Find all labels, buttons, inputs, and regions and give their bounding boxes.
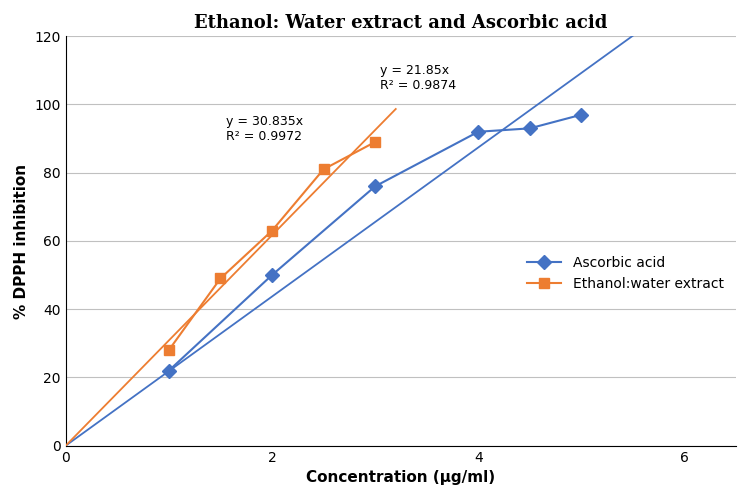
- Y-axis label: % DPPH inhibition: % DPPH inhibition: [14, 163, 29, 318]
- Text: y = 21.85x
R² = 0.9874: y = 21.85x R² = 0.9874: [380, 63, 457, 91]
- Text: y = 30.835x
R² = 0.9972: y = 30.835x R² = 0.9972: [226, 115, 303, 143]
- Title: Ethanol: Water extract and Ascorbic acid: Ethanol: Water extract and Ascorbic acid: [194, 14, 608, 32]
- X-axis label: Concentration (μg/ml): Concentration (μg/ml): [306, 470, 496, 485]
- Legend: Ascorbic acid, Ethanol:water extract: Ascorbic acid, Ethanol:water extract: [521, 250, 729, 297]
